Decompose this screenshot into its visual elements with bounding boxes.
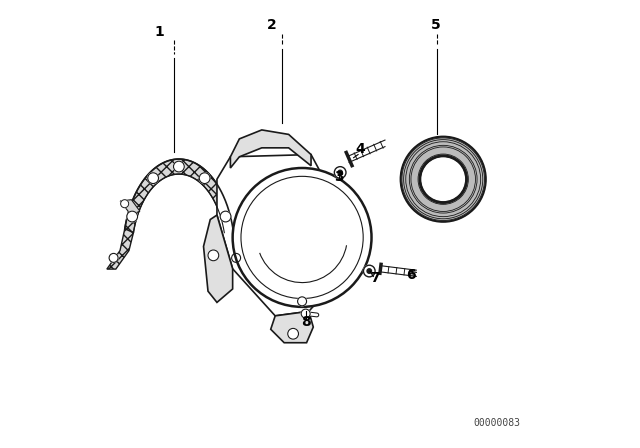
Circle shape [173, 161, 184, 172]
Circle shape [208, 250, 219, 261]
Circle shape [233, 168, 372, 307]
Polygon shape [125, 159, 233, 233]
Polygon shape [271, 311, 314, 343]
Circle shape [404, 140, 483, 219]
Text: 1: 1 [154, 25, 164, 39]
Circle shape [232, 254, 241, 263]
Circle shape [288, 328, 298, 339]
Circle shape [406, 142, 480, 216]
Circle shape [422, 158, 465, 201]
Polygon shape [327, 184, 342, 291]
Polygon shape [230, 130, 311, 168]
Circle shape [408, 144, 479, 215]
Text: 7: 7 [370, 271, 380, 285]
Circle shape [148, 173, 159, 184]
Text: 8: 8 [301, 315, 311, 329]
Circle shape [405, 141, 481, 217]
Polygon shape [107, 229, 134, 269]
Circle shape [301, 309, 310, 318]
Polygon shape [120, 200, 140, 215]
Circle shape [367, 269, 371, 273]
Circle shape [402, 138, 484, 220]
Circle shape [364, 265, 375, 277]
Text: 6: 6 [406, 268, 416, 282]
Text: 00000083: 00000083 [474, 418, 520, 428]
Text: 2: 2 [267, 18, 277, 32]
Circle shape [199, 173, 210, 184]
Circle shape [334, 167, 346, 178]
Circle shape [410, 146, 477, 213]
Text: 5: 5 [431, 18, 441, 32]
Circle shape [109, 254, 118, 263]
Circle shape [127, 211, 138, 222]
Circle shape [120, 200, 129, 208]
Text: 4: 4 [356, 142, 365, 156]
Circle shape [298, 297, 307, 306]
Text: 3: 3 [334, 169, 344, 184]
Circle shape [338, 170, 342, 175]
Circle shape [401, 137, 486, 222]
Circle shape [220, 211, 231, 222]
Circle shape [411, 147, 476, 211]
Polygon shape [217, 155, 333, 316]
Polygon shape [224, 229, 244, 267]
Polygon shape [204, 215, 233, 302]
